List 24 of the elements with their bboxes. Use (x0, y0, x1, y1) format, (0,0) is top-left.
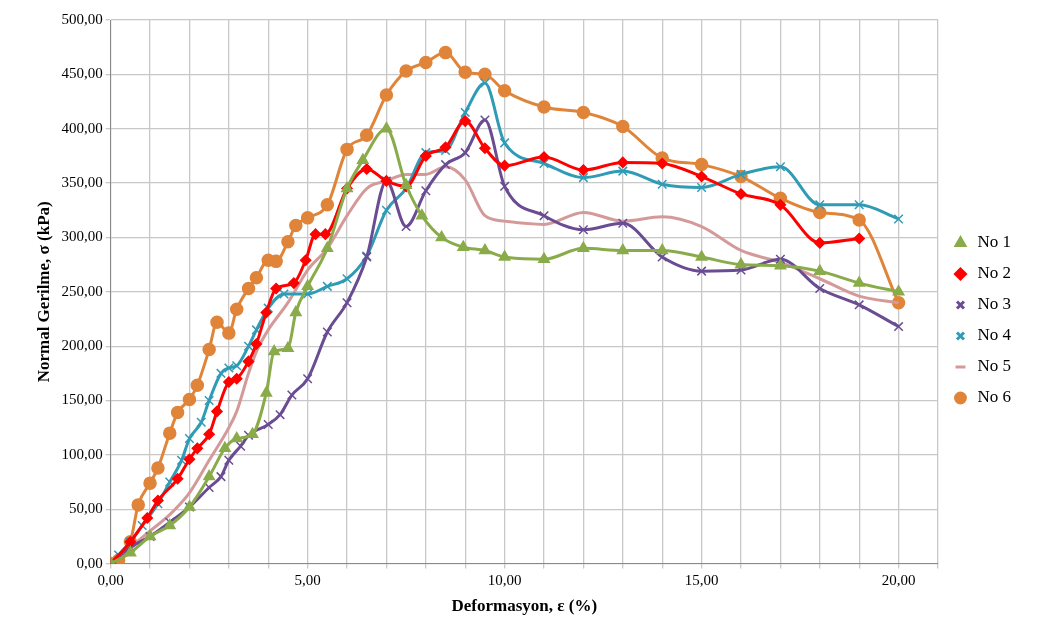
x-tick-label: 15,00 (684, 571, 719, 588)
legend-label: No 5 (977, 356, 1011, 376)
y-axis-title: Normal Gerilme, σ (kPa) (33, 201, 53, 383)
legend-label: No 1 (977, 232, 1011, 252)
legend-label: No 6 (977, 387, 1011, 407)
y-tick-label: 250,00 (61, 282, 103, 299)
y-tick-label: 300,00 (61, 228, 103, 245)
y-tick-label: 100,00 (61, 445, 103, 462)
x-tick-label: 0,00 (97, 571, 124, 588)
x-tick-label: 5,00 (294, 571, 321, 588)
y-tick-label: 200,00 (61, 337, 103, 354)
legend-label: No 2 (977, 263, 1011, 283)
y-tick-label: 500,00 (61, 10, 103, 27)
x-tick-label: 20,00 (881, 571, 916, 588)
y-tick-label: 350,00 (61, 174, 103, 191)
x-tick-label: 10,00 (487, 571, 522, 588)
legend-label: No 4 (977, 325, 1012, 345)
y-tick-label: 450,00 (61, 65, 103, 82)
legend-label: No 3 (977, 294, 1011, 314)
x-axis-title: Deformasyon, ε (%) (451, 596, 598, 616)
y-tick-label: 0,00 (76, 554, 103, 571)
y-tick-label: 150,00 (61, 391, 103, 408)
y-tick-label: 50,00 (68, 500, 103, 517)
y-tick-label: 400,00 (61, 119, 103, 136)
